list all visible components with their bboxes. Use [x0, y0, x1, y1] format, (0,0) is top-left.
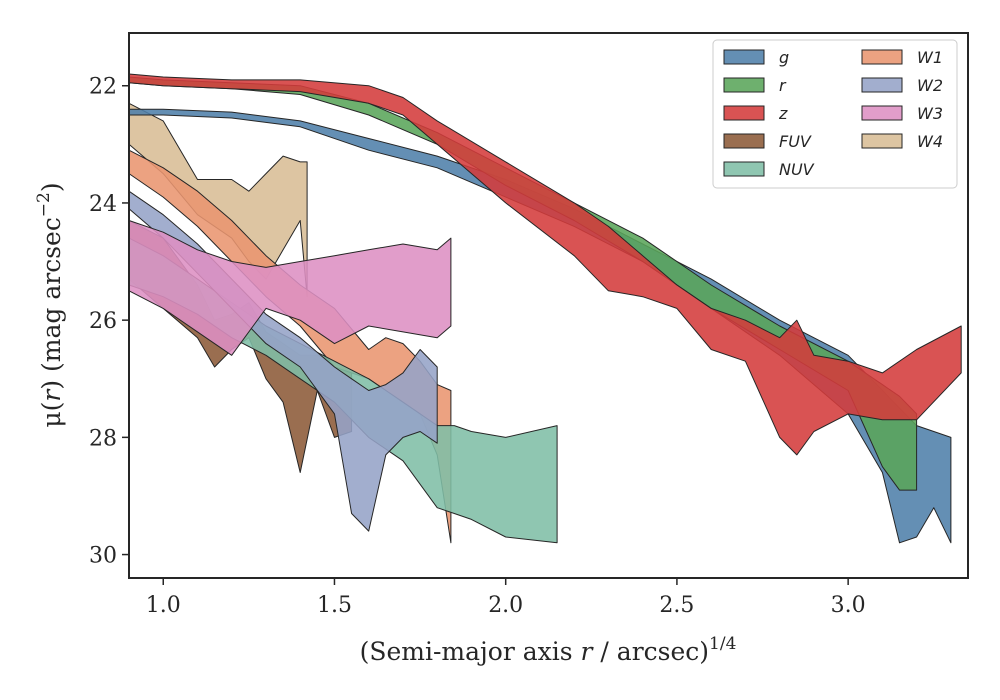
y-axis: 22 24 26 28 30	[89, 75, 129, 569]
legend-swatch-r	[723, 77, 765, 93]
y-tick-label: 28	[89, 426, 117, 451]
legend-swatch-nuv	[723, 161, 765, 177]
y-tick-label: 26	[89, 309, 117, 334]
legend-label-r: r	[779, 76, 787, 95]
y-tick-label: 30	[89, 544, 117, 569]
x-tick-label: 2.0	[488, 593, 523, 618]
x-tick-label: 3.0	[831, 593, 866, 618]
legend-label-w4: W4	[917, 132, 943, 151]
legend-label-w2: W2	[917, 76, 943, 95]
band-layer	[128, 73, 962, 544]
legend-swatch-g	[723, 49, 765, 65]
x-axis-label-var: r	[581, 637, 595, 666]
y-axis-label-var: r	[37, 388, 66, 402]
legend-swatch-w4	[861, 133, 903, 149]
y-axis-label-end: )	[37, 182, 66, 192]
legend-swatch-w1	[861, 49, 903, 65]
x-axis-label-rest: / arcsec)	[592, 637, 709, 666]
legend-label-fuv: FUV	[779, 132, 812, 151]
legend: grz FUV NUV W1 W2 W3 W4	[712, 39, 958, 189]
x-axis-label: (Semi-major axis r / arcsec)1/4	[360, 634, 737, 666]
x-tick-label: 2.5	[659, 593, 694, 618]
legend-label-g: g	[779, 48, 789, 67]
band-z	[128, 73, 962, 456]
x-tick-label: 1.5	[317, 593, 352, 618]
y-axis-label-sup: −2	[34, 192, 54, 217]
band-w3	[128, 220, 452, 356]
y-tick-label: 24	[89, 192, 117, 217]
y-axis-label-main: μ(	[37, 402, 66, 428]
legend-label-w1: W1	[917, 48, 943, 67]
x-axis-label-sup: 1/4	[709, 634, 736, 654]
legend-swatch-z	[723, 105, 765, 121]
x-axis: 1.0 1.5 2.0 2.5 3.0	[146, 578, 866, 618]
legend-label-z: z	[778, 104, 788, 123]
y-tick-label: 22	[89, 75, 117, 100]
y-axis-label: μ(r) (mag arcsec−2)	[34, 182, 66, 427]
legend-label-w3: W3	[917, 104, 943, 123]
legend-label-nuv: NUV	[779, 160, 815, 179]
legend-swatch-fuv	[723, 133, 765, 149]
legend-box	[712, 39, 958, 189]
x-tick-label: 1.0	[146, 593, 181, 618]
y-axis-label-rest: ) (mag arcsec	[37, 217, 66, 390]
x-axis-label-main: (Semi-major axis	[360, 637, 581, 666]
legend-swatch-w3	[861, 105, 903, 121]
plot-frame	[128, 32, 969, 579]
legend-swatch-w2	[861, 77, 903, 93]
